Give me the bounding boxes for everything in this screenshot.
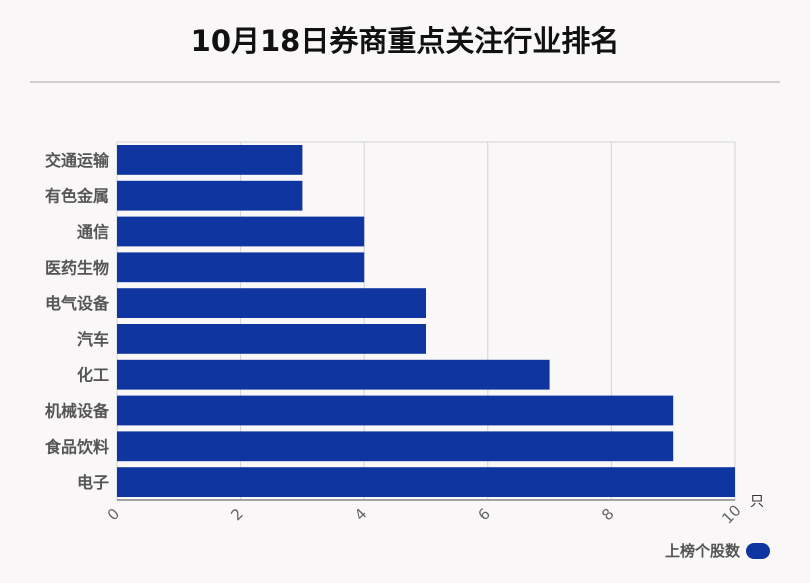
category-label: 通信 — [77, 223, 109, 242]
bar — [117, 395, 674, 426]
bar — [117, 324, 426, 354]
category-label: 医药生物 — [45, 258, 109, 277]
x-tick-label: 4 — [351, 505, 370, 524]
title-divider — [30, 81, 780, 83]
bar — [117, 431, 674, 462]
bar — [117, 288, 426, 318]
category-label: 电气设备 — [45, 294, 110, 313]
bar — [117, 180, 303, 211]
category-label: 电子 — [77, 473, 109, 492]
x-tick-label: 6 — [475, 505, 494, 524]
category-label: 汽车 — [77, 330, 109, 349]
bar — [117, 359, 550, 390]
x-tick-label: 0 — [104, 505, 123, 524]
legend[interactable]: 上榜个股数 — [665, 540, 770, 561]
category-label: 化工 — [77, 366, 109, 385]
category-label: 食品饮料 — [44, 437, 109, 456]
x-unit-label: 只 — [750, 494, 764, 510]
bar — [117, 467, 735, 497]
chart-title: 10月18日券商重点关注行业排名 — [190, 24, 620, 58]
legend-swatch — [746, 542, 770, 559]
bar — [117, 252, 365, 283]
bar — [117, 145, 303, 175]
x-tick-label: 8 — [598, 505, 617, 524]
category-label: 交通运输 — [45, 151, 110, 170]
x-tick-label: 2 — [227, 505, 246, 524]
category-label: 机械设备 — [45, 402, 110, 421]
x-tick-label: 10 — [718, 501, 744, 527]
legend-label: 上榜个股数 — [664, 542, 740, 560]
category-label: 有色金属 — [45, 187, 109, 206]
bar — [117, 216, 365, 247]
